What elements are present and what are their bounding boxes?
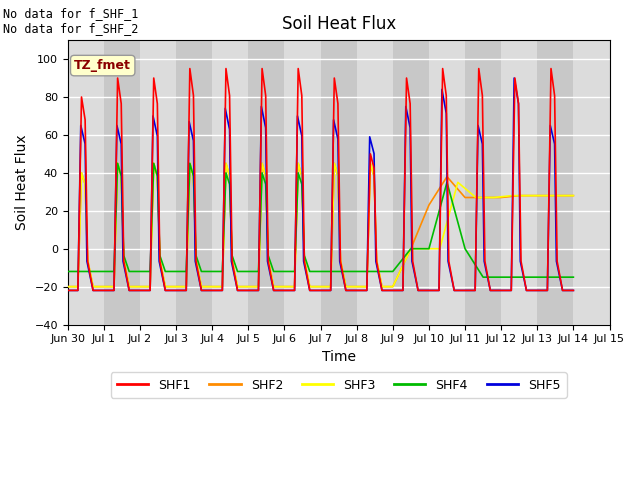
- SHF3: [114, 160, 122, 166]
- SHF1: [353, 288, 360, 293]
- Legend: SHF1, SHF2, SHF3, SHF4, SHF5: SHF1, SHF2, SHF3, SHF4, SHF5: [111, 372, 566, 398]
- SHF2: [378, 284, 386, 289]
- Y-axis label: Soil Heat Flux: Soil Heat Flux: [15, 134, 29, 230]
- Line: SHF4: SHF4: [68, 163, 573, 277]
- SHF4: [515, 274, 523, 280]
- Bar: [248, 40, 284, 324]
- SHF4: [64, 269, 72, 275]
- SHF3: [258, 160, 266, 166]
- Text: TZ_fmet: TZ_fmet: [74, 59, 131, 72]
- SHF2: [114, 160, 122, 166]
- Title: Soil Heat Flux: Soil Heat Flux: [282, 15, 396, 33]
- SHF4: [479, 274, 487, 280]
- SHF3: [436, 246, 444, 252]
- SHF5: [64, 288, 72, 293]
- SHF5: [342, 288, 349, 293]
- SHF4: [161, 269, 169, 275]
- SHF3: [192, 257, 200, 263]
- SHF4: [172, 269, 180, 275]
- SHF3: [154, 173, 161, 179]
- SHF3: [378, 284, 386, 289]
- SHF5: [100, 288, 108, 293]
- Line: SHF3: SHF3: [68, 163, 573, 287]
- Bar: [176, 40, 212, 324]
- Line: SHF1: SHF1: [68, 69, 573, 290]
- Bar: [465, 40, 501, 324]
- SHF2: [570, 193, 577, 199]
- Line: SHF5: SHF5: [68, 78, 573, 290]
- SHF4: [317, 269, 324, 275]
- SHF1: [100, 288, 108, 293]
- SHF3: [64, 284, 72, 289]
- SHF2: [192, 257, 200, 263]
- SHF5: [444, 258, 452, 264]
- Bar: [537, 40, 573, 324]
- SHF4: [407, 246, 415, 252]
- SHF1: [389, 288, 397, 293]
- SHF5: [300, 258, 307, 264]
- SHF2: [64, 284, 72, 289]
- SHF4: [570, 274, 577, 280]
- SHF1: [570, 288, 577, 293]
- SHF3: [389, 284, 397, 289]
- X-axis label: Time: Time: [322, 350, 356, 364]
- Bar: [321, 40, 356, 324]
- SHF4: [294, 170, 302, 176]
- SHF1: [186, 66, 194, 72]
- SHF2: [154, 173, 161, 179]
- Bar: [393, 40, 429, 324]
- SHF5: [510, 75, 518, 81]
- SHF2: [443, 174, 451, 180]
- SHF5: [570, 288, 577, 293]
- SHF2: [389, 284, 397, 289]
- SHF5: [378, 288, 386, 293]
- SHF5: [110, 288, 118, 293]
- SHF1: [451, 288, 458, 293]
- Text: No data for f_SHF_2: No data for f_SHF_2: [3, 22, 139, 35]
- SHF1: [306, 288, 314, 293]
- SHF2: [258, 160, 266, 166]
- SHF4: [114, 160, 122, 166]
- SHF1: [64, 288, 72, 293]
- Line: SHF2: SHF2: [68, 163, 573, 287]
- SHF3: [570, 193, 577, 199]
- Bar: [104, 40, 140, 324]
- Text: No data for f_SHF_1: No data for f_SHF_1: [3, 7, 139, 20]
- SHF1: [110, 288, 118, 293]
